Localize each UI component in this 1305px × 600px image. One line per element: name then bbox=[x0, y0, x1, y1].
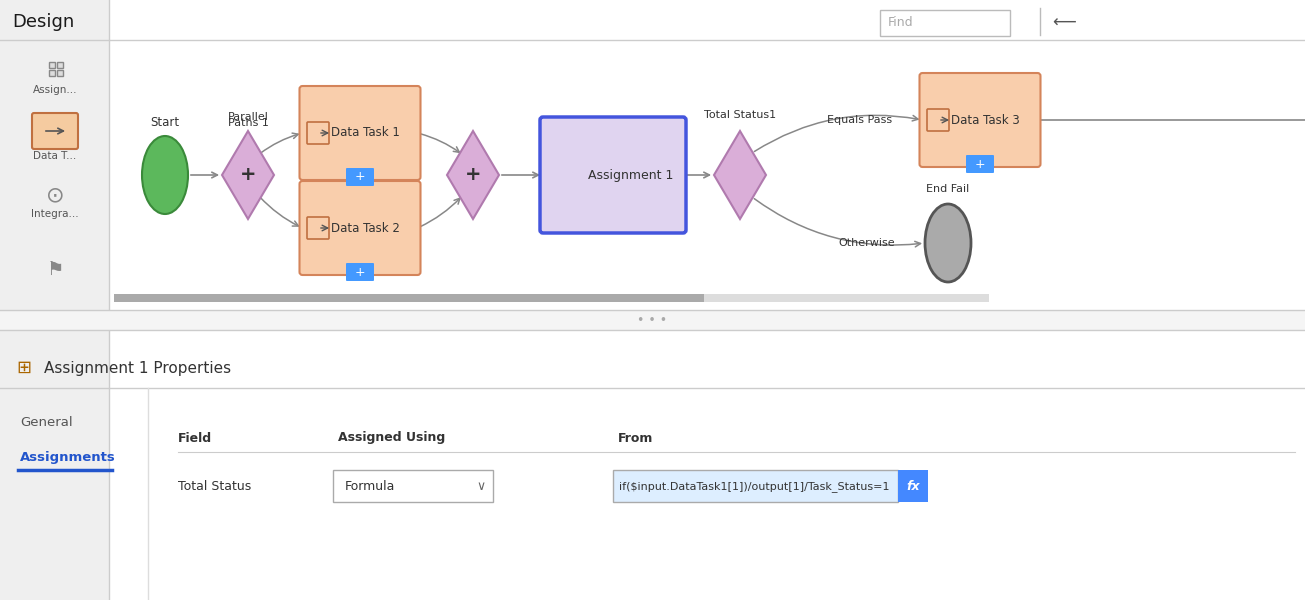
FancyBboxPatch shape bbox=[300, 181, 420, 275]
Text: Assignment 1: Assignment 1 bbox=[589, 169, 673, 181]
Text: Start: Start bbox=[150, 116, 180, 130]
Bar bbox=[0, 310, 1305, 330]
Text: +: + bbox=[240, 166, 256, 185]
FancyBboxPatch shape bbox=[50, 70, 55, 76]
FancyBboxPatch shape bbox=[57, 70, 63, 76]
Text: Otherwise: Otherwise bbox=[838, 238, 895, 248]
Text: Data Task 3: Data Task 3 bbox=[950, 113, 1019, 127]
Text: End Fail: End Fail bbox=[927, 184, 970, 194]
FancyBboxPatch shape bbox=[579, 169, 585, 175]
Bar bbox=[0, 0, 110, 600]
Text: Find: Find bbox=[887, 16, 914, 29]
Text: Total Status: Total Status bbox=[177, 481, 252, 493]
Polygon shape bbox=[448, 131, 499, 219]
Text: fx: fx bbox=[906, 481, 920, 493]
Text: Parallel: Parallel bbox=[227, 112, 269, 122]
FancyBboxPatch shape bbox=[587, 161, 592, 167]
FancyBboxPatch shape bbox=[880, 10, 1010, 36]
FancyBboxPatch shape bbox=[300, 86, 420, 180]
FancyBboxPatch shape bbox=[307, 217, 329, 239]
FancyBboxPatch shape bbox=[57, 62, 63, 68]
FancyBboxPatch shape bbox=[587, 169, 592, 175]
Polygon shape bbox=[714, 131, 766, 219]
FancyBboxPatch shape bbox=[33, 113, 78, 149]
FancyBboxPatch shape bbox=[966, 155, 994, 173]
FancyBboxPatch shape bbox=[307, 122, 329, 144]
Text: +: + bbox=[465, 166, 482, 185]
Bar bbox=[114, 294, 703, 302]
FancyBboxPatch shape bbox=[346, 263, 375, 281]
Text: Formula: Formula bbox=[345, 481, 395, 493]
Text: Equals Pass: Equals Pass bbox=[827, 115, 893, 125]
FancyBboxPatch shape bbox=[540, 117, 686, 233]
Text: Assign...: Assign... bbox=[33, 85, 77, 95]
Text: Data Task 2: Data Task 2 bbox=[330, 221, 399, 235]
Text: • • •: • • • bbox=[637, 313, 668, 326]
Polygon shape bbox=[222, 131, 274, 219]
Ellipse shape bbox=[142, 136, 188, 214]
FancyBboxPatch shape bbox=[613, 470, 898, 502]
Text: Assignments: Assignments bbox=[20, 451, 116, 464]
Text: From: From bbox=[619, 431, 654, 445]
Bar bbox=[114, 294, 989, 302]
Text: Integra...: Integra... bbox=[31, 209, 78, 219]
Ellipse shape bbox=[925, 204, 971, 282]
Text: ⊙: ⊙ bbox=[46, 185, 64, 205]
Text: Design: Design bbox=[12, 13, 74, 31]
FancyBboxPatch shape bbox=[333, 470, 493, 502]
Text: +: + bbox=[355, 265, 365, 278]
FancyBboxPatch shape bbox=[927, 109, 949, 131]
Text: ∨: ∨ bbox=[476, 481, 485, 493]
Text: Paths 1: Paths 1 bbox=[227, 118, 269, 128]
Text: General: General bbox=[20, 416, 73, 430]
FancyBboxPatch shape bbox=[346, 168, 375, 186]
FancyBboxPatch shape bbox=[898, 470, 928, 502]
Text: ⚑: ⚑ bbox=[46, 260, 64, 280]
Text: ⟵: ⟵ bbox=[1052, 14, 1075, 32]
Text: Data T...: Data T... bbox=[34, 151, 77, 161]
FancyBboxPatch shape bbox=[50, 62, 55, 68]
FancyBboxPatch shape bbox=[920, 73, 1040, 167]
Text: Assigned Using: Assigned Using bbox=[338, 431, 445, 445]
Text: +: + bbox=[355, 170, 365, 184]
Text: Total Status1: Total Status1 bbox=[703, 110, 776, 120]
Text: +: + bbox=[975, 157, 985, 170]
Text: Data Task 1: Data Task 1 bbox=[330, 127, 399, 139]
Text: ⊞: ⊞ bbox=[16, 359, 31, 377]
Text: Assignment 1 Properties: Assignment 1 Properties bbox=[44, 361, 231, 376]
FancyBboxPatch shape bbox=[579, 161, 585, 167]
Text: if($input.DataTask1[1])/output[1]/Task_Status=1: if($input.DataTask1[1])/output[1]/Task_S… bbox=[619, 482, 890, 493]
Text: Field: Field bbox=[177, 431, 213, 445]
